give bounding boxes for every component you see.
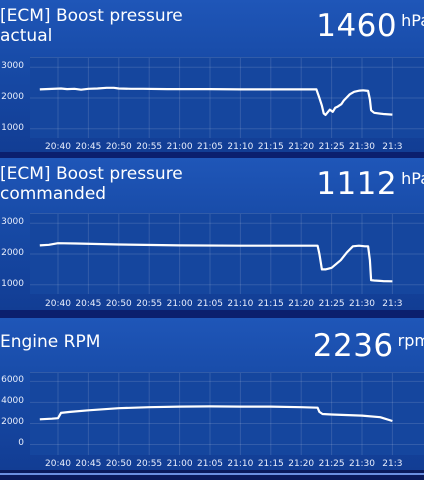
x-tick-label: 20:50 [105, 299, 132, 309]
value-unit: hPa [401, 169, 424, 188]
value-unit: hPa [401, 11, 424, 30]
series-line-0 [39, 242, 393, 283]
chart-svg [30, 214, 424, 294]
chart-svg [30, 373, 424, 455]
y-tick-label: 2000 [1, 417, 24, 428]
x-tick-label: 21:25 [318, 459, 345, 469]
y-tick-label: 2000 [1, 248, 24, 258]
chart-boost-actual[interactable] [30, 57, 424, 138]
panel-title: Engine RPM [0, 332, 101, 352]
x-tick-label: 21:30 [349, 299, 375, 309]
x-tick-label: 21:25 [318, 142, 345, 152]
x-tick-label: 21:10 [227, 299, 254, 309]
x-tick-label: 21:10 [227, 142, 254, 152]
x-tick-label: 21:05 [197, 299, 223, 309]
x-tick-label: 21:15 [257, 459, 284, 469]
x-tick-label: 21:05 [197, 142, 223, 152]
series-line-0 [39, 86, 393, 117]
panel-value: 1112hPa [316, 166, 424, 202]
current-value: 2236 [312, 328, 394, 364]
x-tick-label: 20:55 [136, 459, 163, 469]
panel-value: 1460hPa [316, 8, 424, 44]
current-value: 1460 [316, 8, 398, 44]
panel-value: 2236 rpm [313, 328, 424, 364]
panel-engine-rpm: Engine RPM 2236 rpm 20:40 20:45 20:50 20:55 2… [0, 318, 424, 470]
value-unit: rpm [397, 331, 424, 350]
x-tick-label: 21:10 [227, 459, 254, 469]
y-tick-label: 4000 [1, 396, 24, 407]
panel-title: [ECM] Boost pressure commanded [0, 164, 183, 204]
x-tick-label: 21:20 [288, 299, 315, 309]
x-tick-label: 21:30 [349, 142, 375, 152]
x-tick-label: 21:00 [166, 299, 193, 309]
y-tick-label: 3000 [1, 217, 24, 228]
chart-boost-commanded[interactable] [30, 213, 424, 294]
x-tick-label: 21:00 [166, 142, 193, 152]
series-line-0 [39, 405, 393, 423]
x-tick-label: 20:45 [75, 459, 102, 469]
x-tick-label: 20:50 [105, 459, 132, 469]
panel-boost-actual: [ECM] Boost pressure actual 1460hPa 20:4… [0, 0, 424, 152]
x-tick-label: 21:05 [197, 459, 223, 469]
current-value: 1112 [316, 166, 398, 202]
x-tick-label: 21:3 [382, 459, 403, 469]
y-tick-label: 1000 [1, 122, 24, 133]
bottom-strip [0, 470, 424, 480]
x-tick-label: 20:45 [75, 299, 102, 309]
y-tick-label: 0 [18, 438, 24, 449]
x-tick-label: 20:50 [105, 142, 132, 152]
x-tick-label: 21:00 [166, 459, 193, 469]
x-tick-label: 20:40 [45, 142, 71, 152]
x-tick-label: 20:45 [75, 142, 102, 152]
x-tick-label: 21:20 [288, 142, 315, 152]
y-tick-label: 6000 [1, 375, 24, 386]
y-tick-label: 1000 [1, 278, 24, 289]
x-tick-label: 21:3 [382, 142, 403, 152]
x-tick-label: 21:25 [318, 299, 345, 309]
x-tick-label: 21:3 [382, 299, 403, 309]
x-tick-label: 21:15 [257, 299, 284, 309]
x-tick-label: 20:55 [136, 142, 163, 152]
y-tick-label: 3000 [1, 61, 24, 72]
x-tick-label: 20:40 [45, 299, 71, 309]
bottom-bar [0, 473, 424, 475]
panel-boost-commanded: [ECM] Boost pressure commanded 1112hPa 2… [0, 158, 424, 310]
x-tick-label: 21:30 [349, 459, 375, 469]
x-tick-label: 21:15 [257, 142, 284, 152]
panel-title: [ECM] Boost pressure actual [0, 6, 183, 46]
y-tick-label: 2000 [1, 92, 24, 102]
x-tick-label: 20:40 [45, 459, 71, 469]
x-tick-label: 21:20 [288, 459, 315, 469]
x-tick-label: 20:55 [136, 299, 163, 309]
chart-svg [30, 58, 424, 138]
chart-engine-rpm[interactable] [30, 372, 424, 455]
